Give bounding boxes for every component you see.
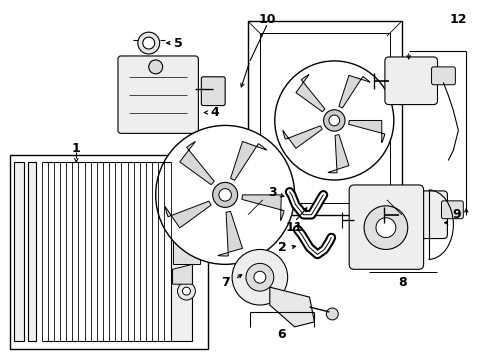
Circle shape — [323, 110, 345, 131]
FancyBboxPatch shape — [395, 191, 447, 239]
Circle shape — [246, 264, 274, 291]
Text: 1: 1 — [72, 142, 81, 155]
Circle shape — [149, 60, 163, 74]
Text: 6: 6 — [277, 328, 286, 341]
FancyBboxPatch shape — [441, 201, 464, 219]
FancyBboxPatch shape — [201, 77, 225, 105]
Polygon shape — [242, 195, 284, 221]
Circle shape — [329, 115, 340, 126]
FancyBboxPatch shape — [385, 57, 438, 105]
Circle shape — [143, 37, 155, 49]
Polygon shape — [349, 121, 385, 143]
Text: 4: 4 — [211, 106, 220, 119]
Bar — [14, 162, 24, 341]
Circle shape — [177, 282, 196, 300]
Circle shape — [156, 125, 294, 264]
Circle shape — [254, 271, 266, 283]
Bar — [171, 162, 193, 341]
Text: 2: 2 — [278, 241, 287, 254]
Bar — [10, 155, 208, 349]
Polygon shape — [165, 201, 211, 228]
Text: 7: 7 — [221, 276, 229, 289]
Circle shape — [219, 189, 231, 201]
Circle shape — [275, 61, 394, 180]
Polygon shape — [339, 75, 370, 108]
Text: 9: 9 — [452, 208, 461, 221]
Circle shape — [232, 249, 288, 305]
Text: 3: 3 — [269, 186, 277, 199]
Polygon shape — [180, 141, 214, 185]
Bar — [248, 21, 402, 215]
Bar — [260, 33, 390, 203]
Text: 11: 11 — [286, 221, 303, 234]
Bar — [172, 235, 200, 264]
FancyBboxPatch shape — [118, 56, 198, 133]
Text: 5: 5 — [174, 37, 183, 50]
Circle shape — [182, 287, 191, 295]
FancyBboxPatch shape — [349, 185, 424, 269]
Polygon shape — [328, 135, 349, 173]
Text: 8: 8 — [398, 276, 407, 289]
Polygon shape — [283, 126, 322, 148]
Circle shape — [213, 183, 238, 207]
Bar — [28, 162, 36, 341]
Polygon shape — [230, 141, 267, 180]
FancyBboxPatch shape — [432, 67, 455, 85]
Polygon shape — [296, 75, 325, 112]
Circle shape — [376, 218, 396, 238]
Circle shape — [364, 206, 408, 249]
Polygon shape — [218, 211, 243, 256]
Text: 12: 12 — [450, 13, 467, 26]
Text: 10: 10 — [258, 13, 275, 26]
Circle shape — [326, 308, 338, 320]
Polygon shape — [172, 264, 193, 284]
Circle shape — [138, 32, 160, 54]
Polygon shape — [270, 287, 315, 327]
